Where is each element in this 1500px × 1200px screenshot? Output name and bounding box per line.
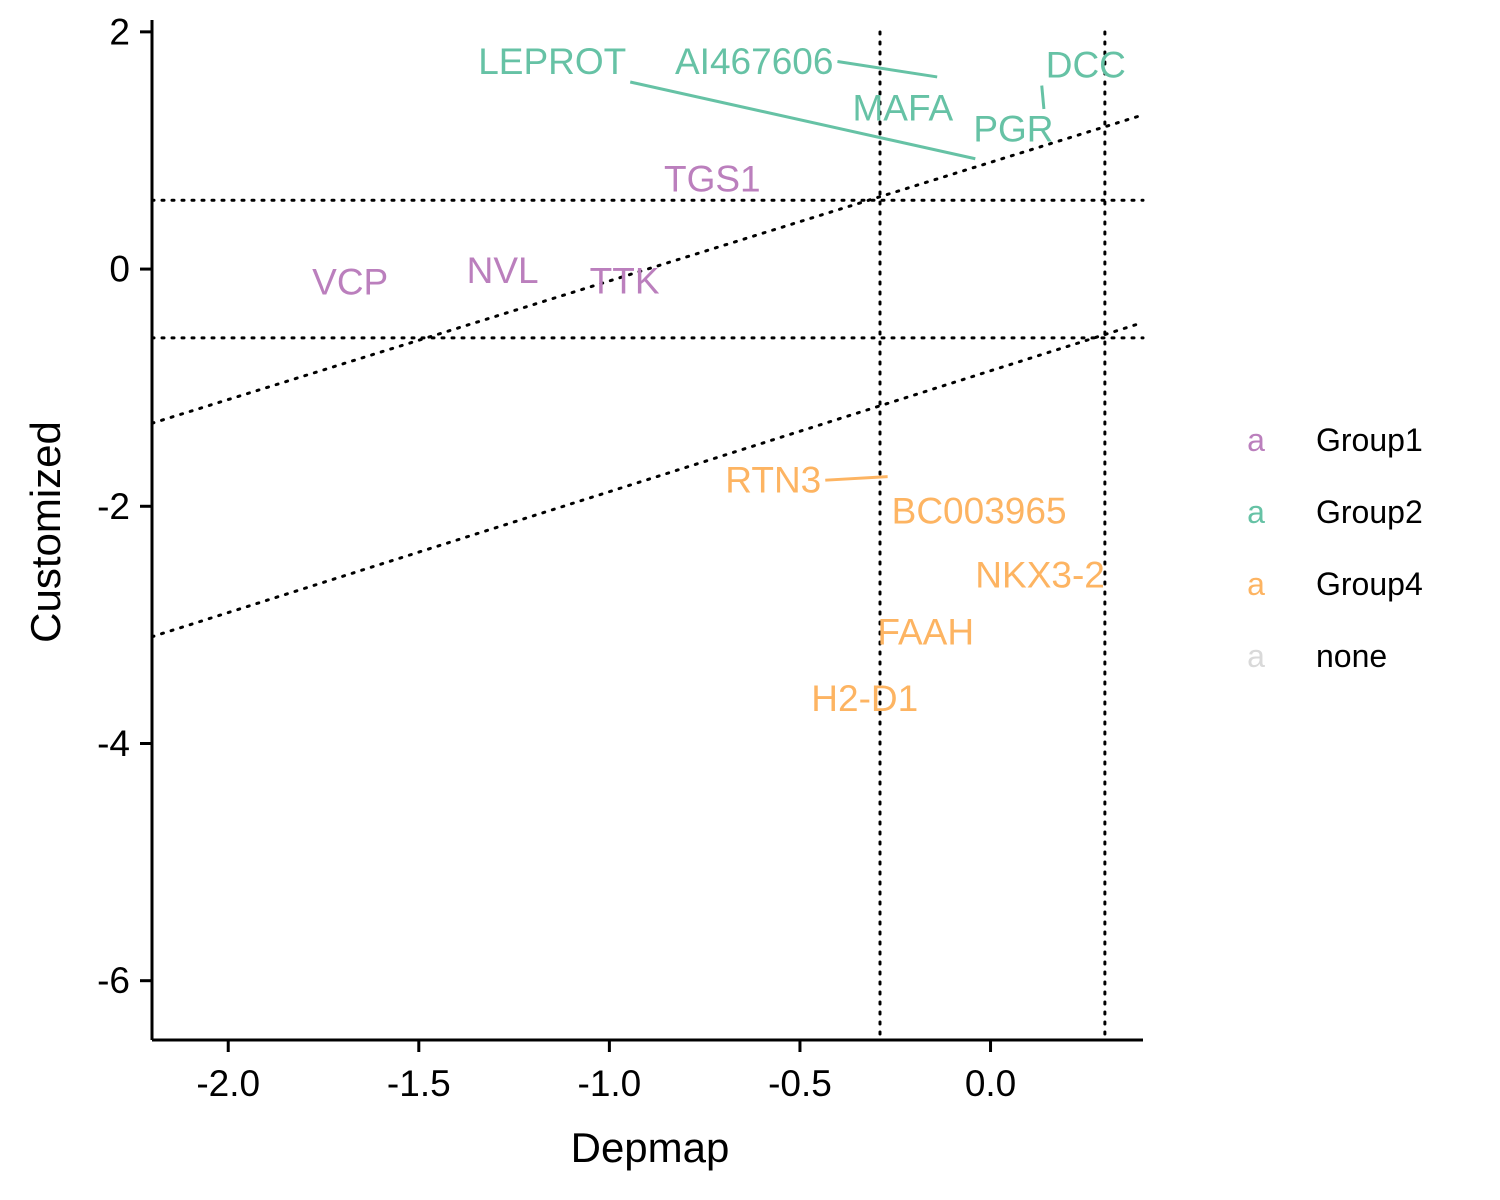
gene-label: LEPROT — [478, 41, 626, 82]
legend-label: Group2 — [1316, 494, 1423, 530]
gene-label: RTN3 — [725, 460, 821, 501]
axes: -2.0 -1.5 -1.0 -0.5 0.0 2 0 -2 -4 -6 — [97, 11, 1143, 1104]
y-tick-label: -2 — [97, 486, 130, 527]
y-tick-label: -4 — [97, 723, 130, 764]
y-tick-label: -6 — [97, 960, 130, 1001]
diagonal-reference-line — [150, 320, 1145, 639]
y-tick-label: 0 — [109, 249, 130, 290]
label-connectors — [629, 60, 1046, 482]
gene-label: PGR — [973, 109, 1053, 150]
x-tick-label: 0.0 — [965, 1063, 1016, 1104]
x-tick-label: -1.0 — [578, 1063, 642, 1104]
legend-key: a — [1247, 494, 1265, 530]
x-tick-label: -0.5 — [768, 1063, 832, 1104]
gene-label: FAAH — [877, 612, 974, 653]
label-connector — [1040, 85, 1046, 110]
y-tick-label: 2 — [109, 11, 130, 52]
diagonal-reference-line — [150, 113, 1145, 425]
gene-label: NVL — [467, 250, 539, 291]
reference-lines — [150, 30, 1145, 1042]
gene-labels: LEPROT AI467606 MAFA DCC PGR TGS1 VCP NVL TTK RTN… — [312, 41, 1126, 719]
x-axis-title: Depmap — [571, 1124, 730, 1171]
label-connector — [629, 80, 976, 161]
gene-label: NKX3-2 — [975, 555, 1105, 596]
legend-label: Group4 — [1316, 566, 1423, 602]
legend-key: a — [1247, 566, 1265, 602]
label-connector — [825, 475, 888, 482]
gene-label: H2-D1 — [811, 678, 918, 719]
gene-label: DCC — [1046, 45, 1126, 86]
legend-label: none — [1316, 638, 1387, 674]
y-axis-title: Customized — [22, 421, 69, 643]
gene-label: BC003965 — [892, 491, 1067, 532]
legend-key: a — [1247, 638, 1265, 674]
gene-label: MAFA — [852, 87, 953, 128]
gene-label: VCP — [312, 262, 388, 303]
x-tick-label: -1.5 — [387, 1063, 451, 1104]
gene-label: AI467606 — [675, 41, 833, 82]
x-tick-label: -2.0 — [196, 1063, 260, 1104]
legend: a Group1 a Group2 a Group4 a none — [1247, 422, 1423, 674]
legend-label: Group1 — [1316, 422, 1423, 458]
gene-label: TGS1 — [664, 158, 761, 199]
label-connector — [837, 60, 938, 79]
gene-label: TTK — [590, 260, 660, 301]
legend-key: a — [1247, 422, 1265, 458]
